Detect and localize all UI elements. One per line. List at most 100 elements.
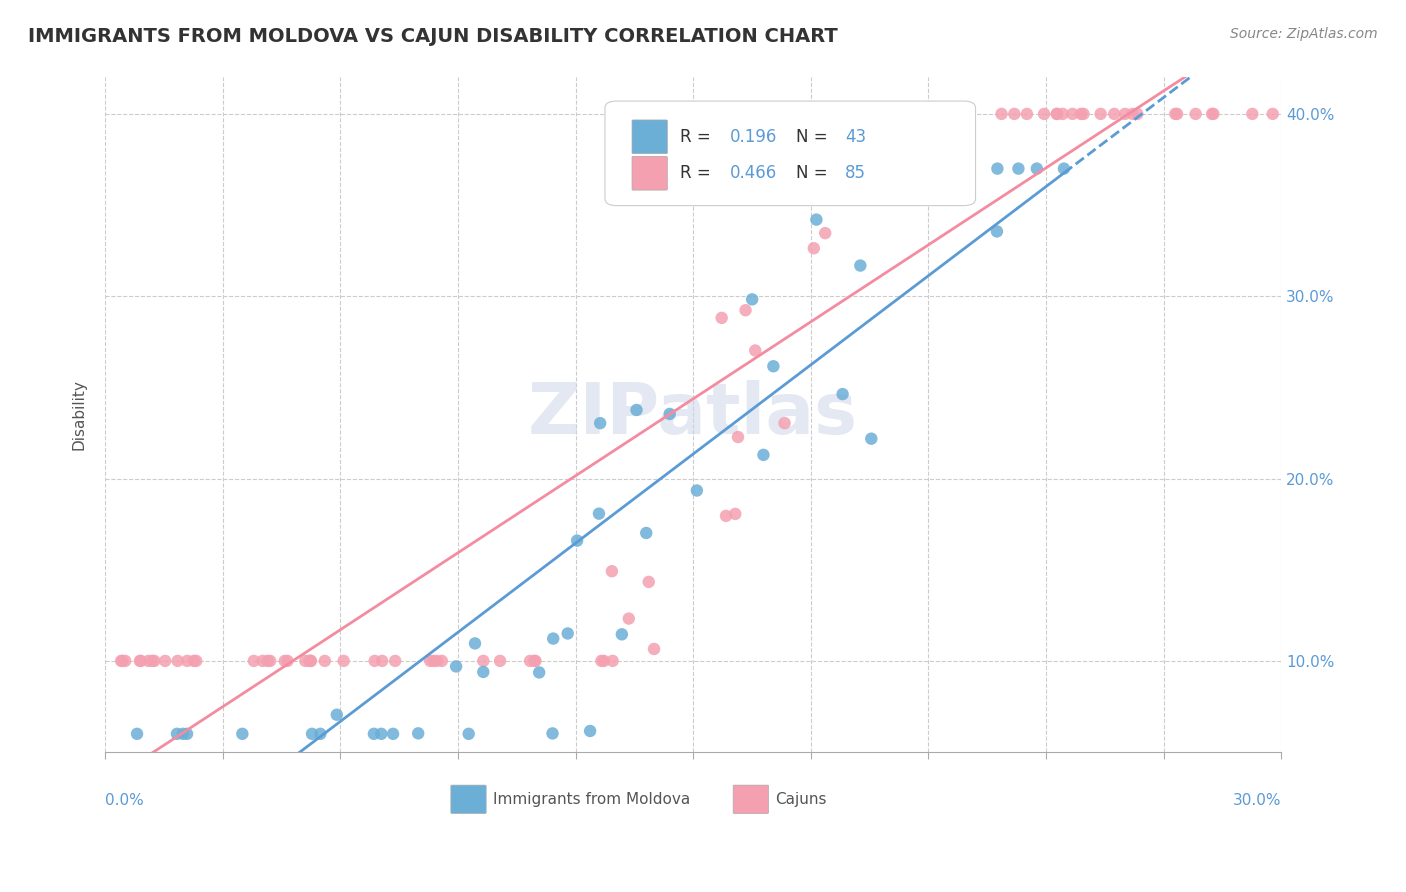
Point — [426, 654, 449, 668]
Point — [299, 654, 322, 668]
Point — [524, 654, 547, 668]
Point — [523, 654, 546, 668]
Point — [1073, 107, 1095, 121]
Point — [153, 654, 176, 668]
Point — [186, 654, 208, 668]
Point — [714, 508, 737, 523]
Point — [309, 727, 332, 741]
Point — [129, 654, 152, 668]
Point — [637, 574, 659, 589]
Point — [301, 727, 323, 741]
Point — [939, 107, 962, 121]
Point — [176, 654, 198, 668]
Point — [541, 632, 564, 646]
Point — [489, 654, 512, 668]
Point — [658, 407, 681, 421]
Point — [803, 241, 825, 255]
FancyBboxPatch shape — [733, 785, 769, 814]
Point — [464, 636, 486, 650]
Point — [600, 564, 623, 578]
Point — [1164, 107, 1187, 121]
Text: ZIPatlas: ZIPatlas — [529, 380, 858, 450]
Point — [243, 654, 266, 668]
Point — [314, 654, 336, 668]
Point — [1241, 107, 1264, 121]
Point — [1090, 107, 1112, 121]
Point — [686, 483, 709, 498]
Point — [256, 654, 278, 668]
Point — [363, 727, 385, 741]
Point — [1261, 107, 1284, 121]
Point — [384, 654, 406, 668]
Point — [792, 170, 814, 185]
Point — [406, 726, 429, 740]
Text: Source: ZipAtlas.com: Source: ZipAtlas.com — [1230, 27, 1378, 41]
Point — [166, 654, 188, 668]
Point — [166, 727, 188, 741]
Y-axis label: Disability: Disability — [72, 379, 86, 450]
Point — [1070, 107, 1092, 121]
Point — [811, 107, 834, 121]
FancyBboxPatch shape — [633, 120, 668, 153]
Point — [727, 430, 749, 444]
Point — [879, 107, 901, 121]
Point — [444, 659, 467, 673]
Text: Immigrants from Moldova: Immigrants from Moldova — [494, 792, 690, 806]
Point — [172, 727, 194, 741]
Point — [887, 107, 910, 121]
Point — [519, 654, 541, 668]
Text: IMMIGRANTS FROM MOLDOVA VS CAJUN DISABILITY CORRELATION CHART: IMMIGRANTS FROM MOLDOVA VS CAJUN DISABIL… — [28, 27, 838, 45]
Point — [1166, 107, 1188, 121]
Point — [326, 707, 349, 722]
Point — [557, 626, 579, 640]
Point — [752, 448, 775, 462]
Point — [942, 107, 965, 121]
Point — [883, 161, 905, 176]
Point — [762, 359, 785, 374]
Point — [472, 654, 495, 668]
Point — [457, 727, 479, 741]
Point — [744, 343, 766, 358]
Point — [129, 654, 152, 668]
Point — [1126, 107, 1149, 121]
Point — [588, 507, 610, 521]
Point — [579, 723, 602, 738]
Point — [419, 654, 441, 668]
Point — [363, 654, 385, 668]
Point — [610, 627, 633, 641]
Point — [1015, 107, 1038, 121]
Text: 43: 43 — [845, 128, 866, 145]
Point — [276, 654, 298, 668]
Point — [183, 654, 205, 668]
Point — [814, 226, 837, 240]
Point — [259, 654, 281, 668]
Point — [741, 293, 763, 307]
Point — [593, 654, 616, 668]
Point — [724, 507, 747, 521]
Point — [298, 654, 321, 668]
Text: R =: R = — [681, 164, 716, 182]
Point — [472, 665, 495, 679]
FancyBboxPatch shape — [605, 101, 976, 206]
Point — [617, 611, 640, 625]
Text: 0.466: 0.466 — [730, 164, 778, 182]
FancyBboxPatch shape — [451, 785, 486, 814]
Point — [111, 654, 134, 668]
Point — [872, 119, 894, 133]
Point — [294, 654, 316, 668]
Text: 30.0%: 30.0% — [1233, 792, 1281, 807]
Point — [1202, 107, 1225, 121]
Point — [565, 533, 588, 548]
Point — [636, 526, 658, 541]
Point — [917, 161, 939, 176]
Point — [602, 654, 624, 668]
Point — [710, 310, 733, 325]
Point — [1062, 107, 1084, 121]
Point — [1002, 107, 1025, 121]
Point — [370, 727, 392, 741]
Point — [231, 727, 253, 741]
Point — [990, 107, 1012, 121]
Point — [1052, 107, 1074, 121]
Point — [915, 107, 938, 121]
Point — [1122, 107, 1144, 121]
